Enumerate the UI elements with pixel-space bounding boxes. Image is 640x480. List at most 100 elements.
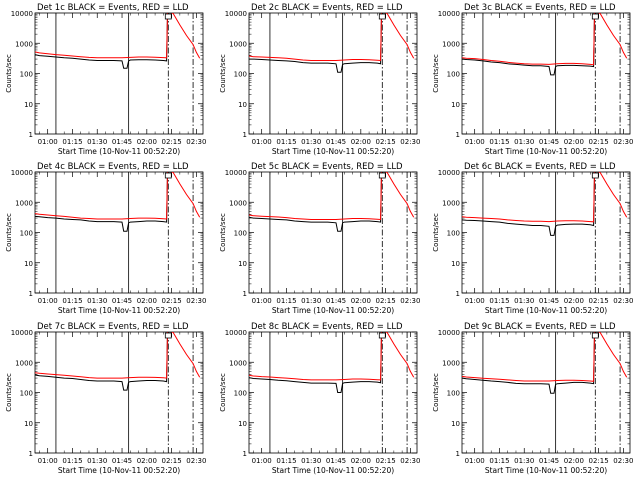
detector-panel: Det 4c BLACK = Events, RED = LLD 1 10 100 10… [5,162,206,315]
y-tick-label: 10000 [225,329,247,337]
panel-title: Det 9c BLACK = Events, RED = LLD [464,322,616,332]
y-tick-label: 1000 [442,199,460,207]
x-tick-label: 01:30 [87,138,107,146]
y-tick-label: 1000 [229,359,247,367]
flare-box-marker [378,332,386,339]
x-tick-label: 01:45 [539,457,559,465]
y-tick-label: 100 [447,71,460,79]
x-tick-label: 02:30 [186,297,206,305]
y-tick-label: 1 [243,450,247,458]
events-series-line [35,332,169,391]
events-series-line [35,13,169,69]
detector-panel: Det 5c BLACK = Events, RED = LLD 1 10 100 10… [219,162,420,315]
x-tick-label: 02:00 [564,457,584,465]
x-axis-label: Start Time (10-Nov-11 00:52:20) [58,306,180,315]
x-tick-label: 02:15 [376,297,396,305]
x-tick-label: 01:00 [38,457,58,465]
x-tick-label: 01:45 [326,457,346,465]
x-tick-label: 02:30 [400,138,420,146]
plot-frame [34,331,204,454]
plot-frame [461,171,631,294]
x-axis-label: Start Time (10-Nov-11 00:52:20) [485,466,607,475]
x-tick-label: 02:00 [137,138,157,146]
detector-panel: Det 6c BLACK = Events, RED = LLD 1 10 100 10… [432,162,633,315]
detector-panel: Det 2c BLACK = Events, RED = LLD 1 10 100 10… [219,3,420,156]
y-tick-label: 1000 [15,199,33,207]
y-axis-label: Counts/sec [432,373,440,412]
lld-series-line [462,172,628,223]
x-tick-label: 01:45 [539,138,559,146]
events-series-line [462,332,596,394]
x-tick-label: 02:00 [351,138,371,146]
flare-box-marker [164,13,172,20]
detector-panel: Det 9c BLACK = Events, RED = LLD 1 10 100 10… [432,322,633,475]
x-tick-label: 01:00 [252,138,272,146]
x-tick-label: 01:00 [465,457,485,465]
y-tick-label: 1 [29,450,33,458]
x-tick-label: 02:00 [351,297,371,305]
y-tick-label: 10 [238,260,247,268]
x-axis-label: Start Time (10-Nov-11 00:52:20) [58,466,180,475]
y-tick-label: 1000 [442,40,460,48]
y-tick-label: 1 [243,131,247,139]
y-tick-label: 10000 [11,10,33,18]
detector-panel: Det 8c BLACK = Events, RED = LLD 1 10 100 10… [219,322,420,475]
flare-box-marker [164,172,172,179]
x-tick-label: 01:00 [38,297,58,305]
x-tick-label: 01:45 [112,138,132,146]
plot-frame [34,12,204,135]
x-tick-label: 01:00 [465,138,485,146]
events-series-line [462,172,596,236]
x-tick-label: 02:30 [613,138,633,146]
panel-title: Det 5c BLACK = Events, RED = LLD [251,162,403,172]
y-tick-label: 1000 [15,40,33,48]
x-tick-label: 01:15 [489,138,509,146]
y-axis-label: Counts/sec [5,373,13,412]
panel-title: Det 8c BLACK = Events, RED = LLD [251,322,403,332]
x-tick-label: 01:45 [539,297,559,305]
x-tick-label: 01:15 [62,138,82,146]
y-tick-label: 10 [451,260,460,268]
x-tick-label: 02:30 [186,138,206,146]
x-axis-label: Start Time (10-Nov-11 00:52:20) [272,466,394,475]
x-axis-label: Start Time (10-Nov-11 00:52:20) [272,306,394,315]
x-tick-label: 01:30 [87,297,107,305]
y-tick-label: 10 [451,101,460,109]
y-axis-label: Counts/sec [219,373,227,412]
y-tick-label: 1 [456,450,460,458]
plot-frame [248,331,418,454]
detector-panel: Det 3c BLACK = Events, RED = LLD 1 10 100 10… [432,3,633,156]
detector-panel: Det 1c BLACK = Events, RED = LLD 1 10 100 10… [5,3,206,156]
events-series-line [249,172,383,232]
x-tick-label: 01:30 [301,457,321,465]
lld-series-line [249,172,415,221]
x-tick-label: 02:00 [137,457,157,465]
y-tick-label: 10000 [225,10,247,18]
x-tick-label: 02:15 [162,138,182,146]
y-tick-label: 10 [24,101,33,109]
y-axis-label: Counts/sec [432,213,440,252]
flare-box-marker [378,13,386,20]
x-tick-label: 01:15 [276,297,296,305]
x-tick-label: 01:45 [326,138,346,146]
events-series-line [249,13,383,73]
y-tick-label: 10000 [438,169,460,177]
x-axis-label: Start Time (10-Nov-11 00:52:20) [272,147,394,156]
x-tick-label: 02:30 [613,297,633,305]
events-series-line [35,172,169,232]
lld-series-line [35,13,201,59]
x-tick-label: 02:00 [351,457,371,465]
x-tick-label: 02:15 [589,138,609,146]
panel-title: Det 3c BLACK = Events, RED = LLD [464,3,616,13]
y-tick-label: 10000 [11,169,33,177]
y-tick-label: 1 [29,131,33,139]
events-series-line [462,13,596,76]
y-axis-label: Counts/sec [219,213,227,252]
panel-title: Det 4c BLACK = Events, RED = LLD [37,162,189,172]
x-tick-label: 01:45 [112,457,132,465]
y-tick-label: 10 [451,420,460,428]
panel-title: Det 1c BLACK = Events, RED = LLD [37,3,189,13]
y-tick-label: 10 [238,420,247,428]
x-tick-label: 02:00 [564,297,584,305]
x-tick-label: 01:15 [62,457,82,465]
